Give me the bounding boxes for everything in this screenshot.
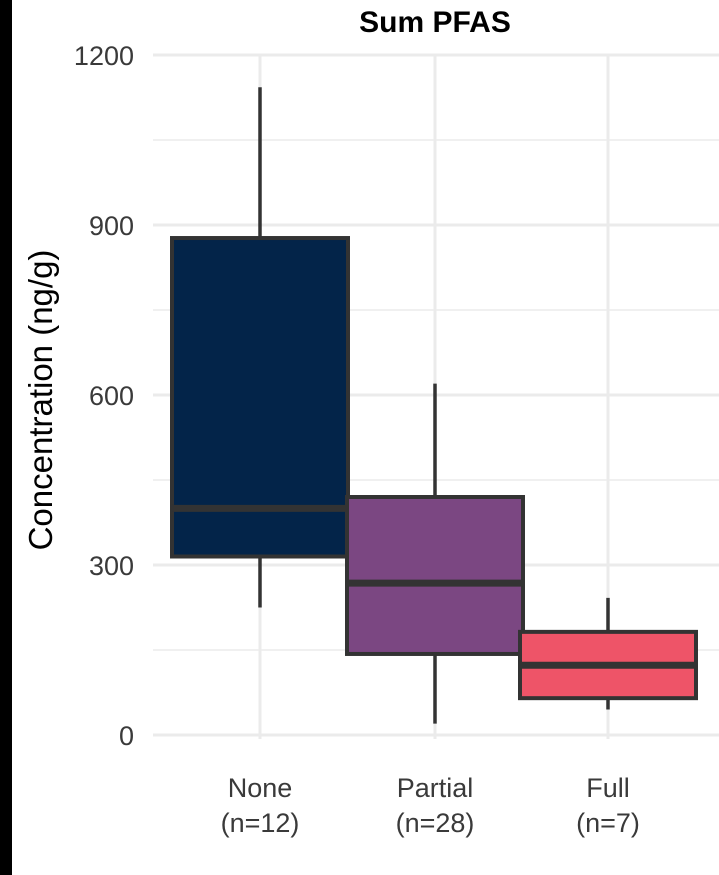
y-tick-label: 600	[89, 381, 134, 411]
y-tick-label: 0	[119, 721, 134, 751]
y-tick-label: 1200	[74, 41, 134, 71]
box-full	[518, 597, 698, 710]
y-axis-label: Concentration (ng/g)	[22, 250, 59, 551]
box-iqr	[170, 236, 350, 559]
x-tick-label: Partial	[397, 773, 474, 803]
x-tick-n-label: (n=7)	[576, 808, 640, 838]
box-none	[170, 87, 350, 608]
x-tick-label: None	[228, 773, 293, 803]
x-tick-labels: None (n=12) Partial (n=28) Full (n=7)	[221, 773, 640, 838]
box-partial	[345, 383, 525, 724]
left-edge-bar	[0, 0, 12, 875]
y-tick-labels: 0 300 600 900 1200	[74, 41, 134, 751]
boxes	[170, 87, 698, 724]
x-tick-n-label: (n=28)	[396, 808, 475, 838]
y-tick-label: 900	[89, 211, 134, 241]
box-iqr	[345, 495, 525, 656]
x-tick-n-label: (n=12)	[221, 808, 300, 838]
chart-title: Sum PFAS	[359, 6, 511, 39]
y-tick-label: 300	[89, 551, 134, 581]
x-tick-label: Full	[586, 773, 630, 803]
